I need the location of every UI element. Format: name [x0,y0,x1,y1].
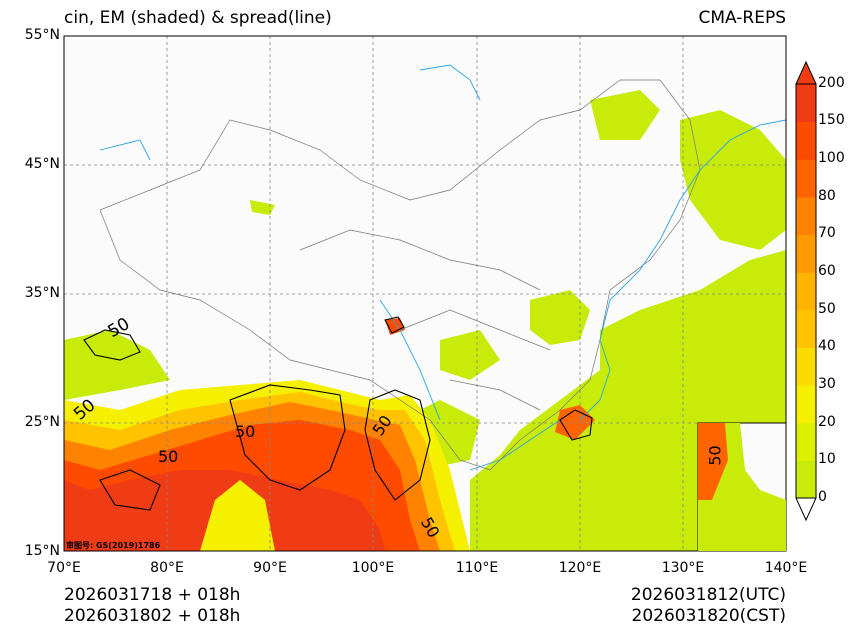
colorbar-label: 20 [818,414,836,430]
lon-label: 80°E [150,560,184,576]
colorbar-block [796,347,816,386]
graticule [64,36,786,551]
lon-label: 120°E [558,560,602,576]
contour-label: 50 [235,422,256,441]
spread-contours [83,316,593,511]
colorbar-label: 60 [818,263,836,279]
contour-label: 50 [158,447,179,466]
colorbar-label: 50 [818,301,836,317]
colorbar-block [796,121,816,160]
colorbar-block [796,460,816,499]
lon-label: 140°E [764,560,808,576]
init-time-cst: 2026031802 + 018h [64,606,241,626]
lon-label: 70°E [47,560,81,576]
contour-label: 50 [705,445,725,466]
colorbar-label: 30 [818,376,836,392]
map-frame [63,35,787,552]
lat-label: 35°N [24,285,60,301]
valid-time-cst: 2026031820(CST) [631,606,786,626]
lon-label: 100°E [351,560,395,576]
init-time-utc: 2026031718 + 018h [64,585,241,605]
colorbar-label: 100 [818,150,845,166]
colorbar-extend-top [795,60,817,85]
colorbar-block [796,84,816,123]
colorbar-label: 40 [818,338,836,354]
colorbar-label: 10 [818,451,836,467]
lat-label: 45°N [24,156,60,172]
colorbar-block [796,159,816,198]
lat-label: 25°N [24,414,60,430]
country-borders [99,79,701,471]
colorbar-label: 200 [818,75,845,91]
lon-label: 110°E [455,560,499,576]
colorbar-block [796,196,816,236]
coastline [99,64,786,471]
cin-shading [64,90,786,551]
colorbar-block [796,272,816,311]
colorbar-label: 150 [818,112,845,128]
south-china-sea-inset [697,422,787,552]
colorbar-label: 80 [818,188,836,204]
colorbar [795,60,817,522]
valid-time-utc: 2026031812(UTC) [630,585,786,605]
colorbar-label: 0 [818,489,827,505]
colorbar-block [796,422,816,461]
colorbar-block [796,309,816,348]
model-name: CMA-REPS [698,8,786,28]
colorbar-block [796,385,816,424]
map-approval-number: 审图号: GS(2019)1786 [66,541,161,550]
lat-label: 15°N [24,543,60,559]
colorbar-extend-bottom [795,497,817,522]
lon-label: 130°E [661,560,705,576]
lon-label: 90°E [253,560,287,576]
lat-label: 55°N [24,27,60,43]
colorbar-block [796,234,816,273]
chart-title: cin, EM (shaded) & spread(line) [64,8,332,28]
colorbar-label: 70 [818,225,836,241]
